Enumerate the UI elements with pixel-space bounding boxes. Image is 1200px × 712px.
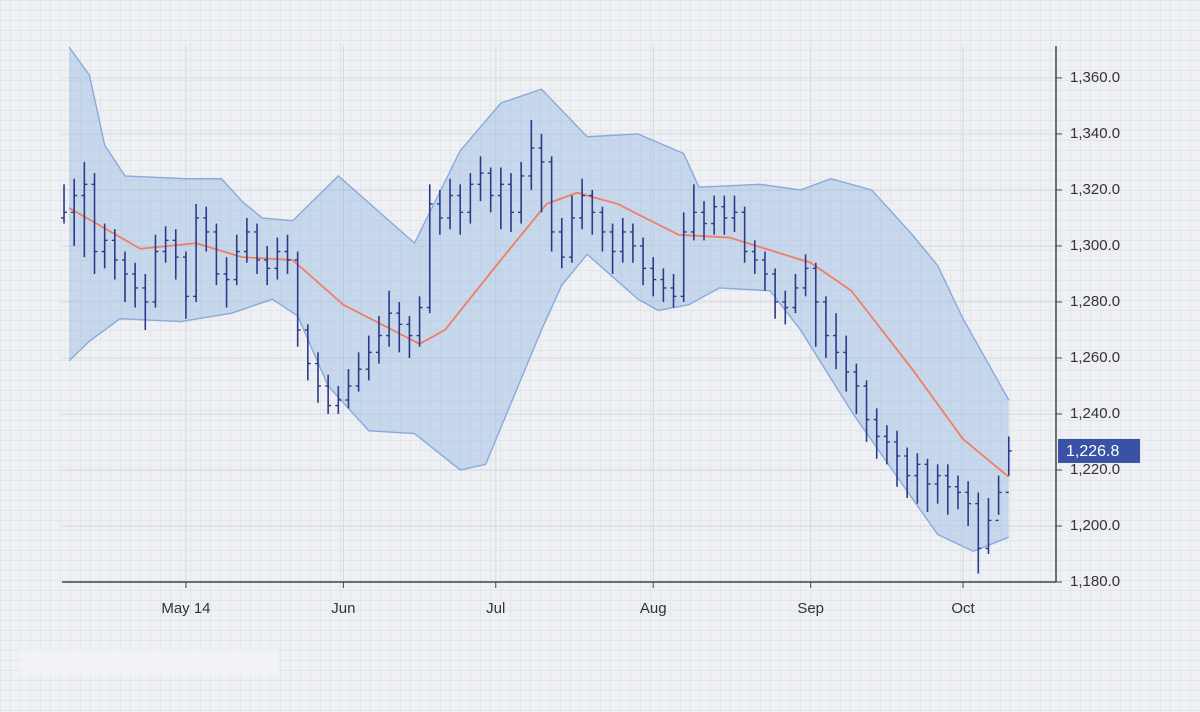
x-tick-label: Sep — [797, 600, 824, 617]
y-tick-label: 1,220.0 — [1070, 461, 1120, 478]
band-line — [68, 253, 1010, 552]
middle-line — [68, 191, 1010, 478]
last-value-box — [1058, 438, 1140, 463]
x-tick-label: Oct — [951, 600, 975, 617]
x-tick-label: Jun — [331, 600, 355, 617]
blurred-box — [20, 650, 278, 676]
x-tick-label: Jul — [486, 600, 505, 617]
y-tick-label: 1,300.0 — [1070, 237, 1120, 254]
y-tick-label: 1,240.0 — [1070, 405, 1120, 422]
y-tick-label: 1,360.0 — [1070, 69, 1120, 86]
band-line — [68, 46, 1010, 401]
x-tick-label: Aug — [640, 600, 667, 617]
y-tick-label: 1,280.0 — [1070, 293, 1120, 310]
band-fill — [69, 47, 1009, 552]
y-tick-label: 1,200.0 — [1070, 517, 1120, 534]
last-value-label: 1,226.8 — [1066, 443, 1119, 460]
y-tick-label: 1,320.0 — [1070, 181, 1120, 198]
x-tick-label: May 14 — [161, 600, 210, 617]
y-tick-label: 1,180.0 — [1070, 573, 1120, 590]
y-tick-label: 1,340.0 — [1070, 125, 1120, 142]
y-tick-label: 1,260.0 — [1070, 349, 1120, 366]
